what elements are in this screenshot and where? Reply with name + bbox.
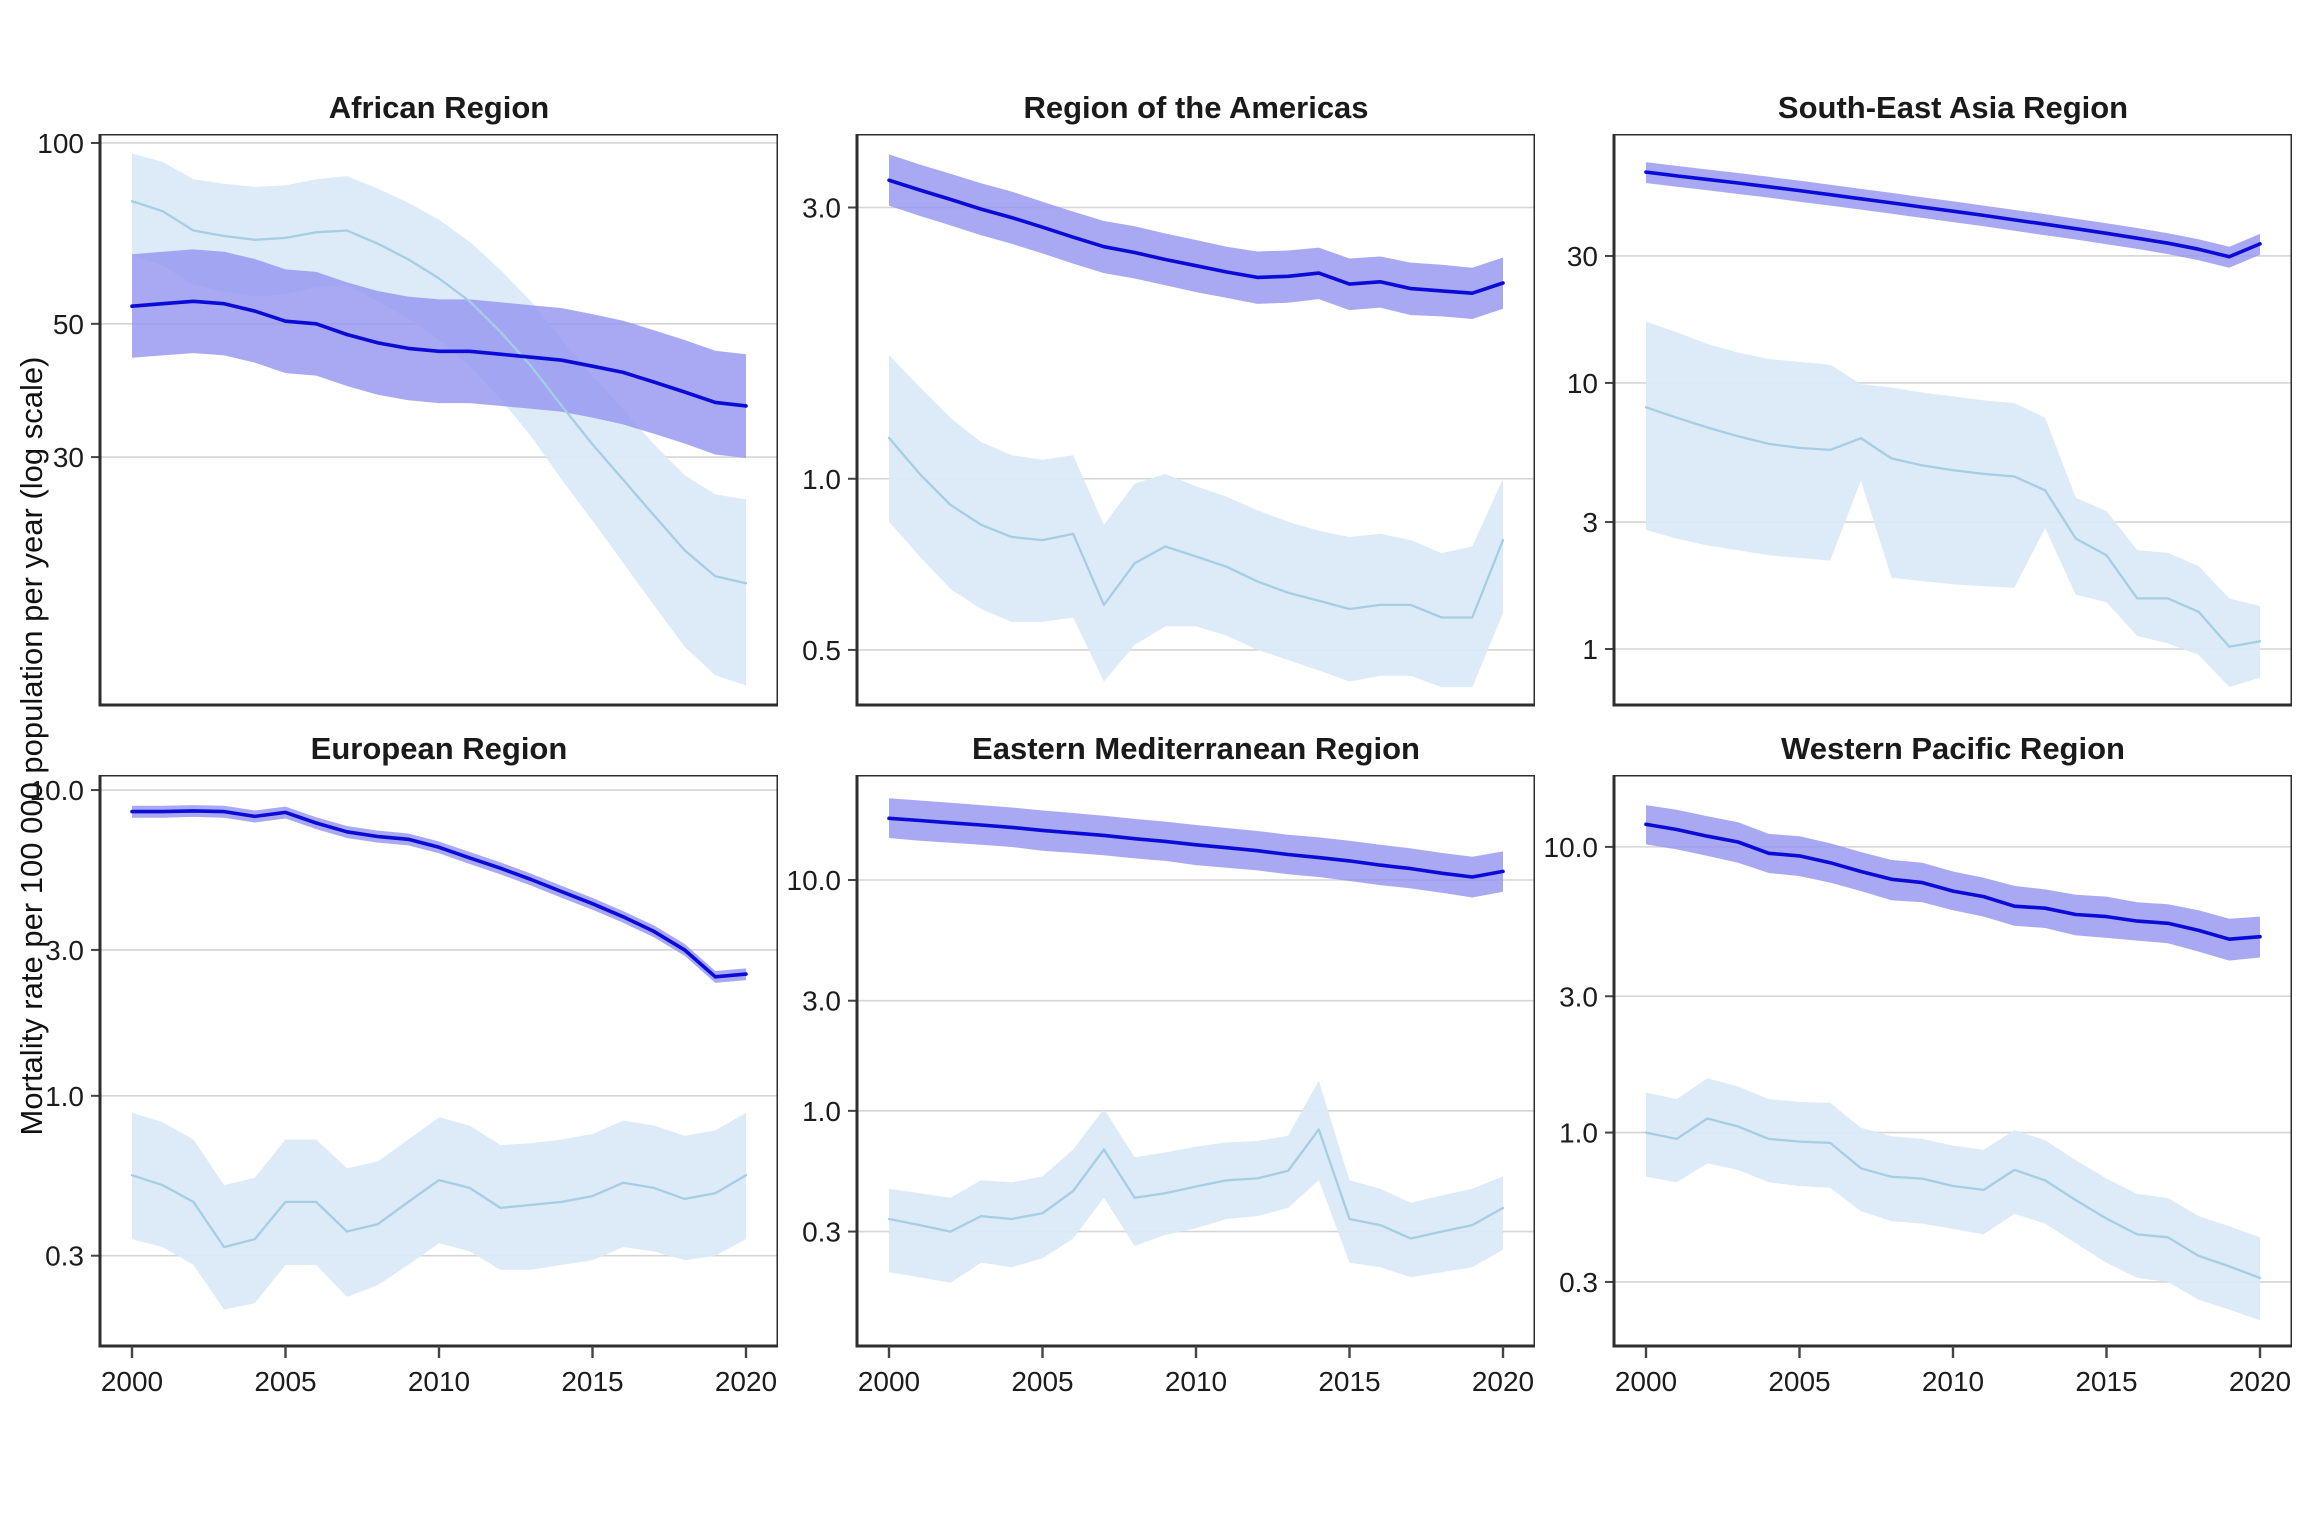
panel-plot-svg: 100 50 30 bbox=[37, 134, 778, 707]
x-tick-label: 2015 bbox=[561, 1366, 623, 1397]
x-tick-label: 2000 bbox=[858, 1366, 920, 1397]
line-series-dark-blue bbox=[130, 299, 748, 408]
x-tick-label: 2015 bbox=[2075, 1366, 2137, 1397]
line-series-dark-blue bbox=[887, 178, 1505, 295]
x-tick-label: 2000 bbox=[101, 1366, 163, 1397]
ribbon-series-dark-blue bbox=[1646, 805, 2260, 961]
x-tick-label: 2020 bbox=[1472, 1366, 1534, 1397]
ribbon-series-light-blue bbox=[1646, 321, 2260, 687]
panel-title-south-east-asia-region: South-East Asia Region bbox=[1777, 90, 2129, 125]
y-tick-label: 3.0 bbox=[1559, 981, 1598, 1012]
ribbon-series-light-blue bbox=[889, 1080, 1503, 1283]
panel-plot-svg: 30 10 3 1 bbox=[1567, 134, 2292, 707]
panel-south-east-asia-region: 30 10 3 1 bbox=[1519, 134, 2292, 780]
ribbon-series-dark-blue bbox=[889, 154, 1503, 319]
x-tick-label: 2000 bbox=[1615, 1366, 1677, 1397]
panel-title-western-pacific-region: Western Pacific Region bbox=[1781, 731, 2125, 766]
panel-western-pacific-region: 10.0 3.0 1.0 0.3 2000 2005 2010 2015 2020 bbox=[1519, 775, 2292, 1421]
line-series-dark-blue bbox=[130, 809, 748, 979]
panel-eastern-mediterranean-region: 10.0 3.0 1.0 0.3 2000 2005 2010 2015 2020 bbox=[762, 775, 1535, 1421]
ribbon-series-light-blue bbox=[1646, 1078, 2260, 1321]
x-tick-label: 2010 bbox=[408, 1366, 470, 1397]
x-tick-label: 2020 bbox=[2229, 1366, 2291, 1397]
y-tick-label: 50 bbox=[53, 309, 84, 340]
line-series-dark-blue bbox=[1644, 822, 2262, 941]
panel-plot-svg: 3.0 1.0 0.5 bbox=[802, 134, 1535, 707]
ribbon-series-dark-blue bbox=[132, 249, 746, 458]
line-series-dark-blue bbox=[1644, 170, 2262, 259]
panel-border bbox=[98, 134, 778, 707]
y-tick-label: 0.3 bbox=[1559, 1267, 1598, 1298]
panel-title-european-region: European Region bbox=[310, 731, 568, 766]
y-tick-label: 30 bbox=[53, 442, 84, 473]
y-tick-label: 3 bbox=[1582, 507, 1598, 538]
ribbon-series-dark-blue bbox=[1646, 162, 2260, 268]
ribbon-series-dark-blue bbox=[132, 805, 746, 983]
panel-european-region: 10.0 3.0 1.0 0.3 2000 2005 2010 2015 2020 bbox=[5, 775, 778, 1421]
y-tick-label: 0.5 bbox=[802, 635, 841, 666]
y-tick-label: 10.0 bbox=[30, 775, 85, 806]
y-tick-label: 3.0 bbox=[802, 986, 841, 1017]
y-tick-label: 1.0 bbox=[45, 1081, 84, 1112]
y-tick-label: 10 bbox=[1567, 368, 1598, 399]
y-tick-label: 30 bbox=[1567, 241, 1598, 272]
panel-african-region: 100 50 30 bbox=[5, 134, 778, 780]
y-tick-label: 1 bbox=[1582, 634, 1598, 665]
line-series-light-blue bbox=[887, 436, 1505, 619]
panel-region-of-the-americas: 3.0 1.0 0.5 bbox=[762, 134, 1535, 780]
panel-border bbox=[855, 134, 1535, 707]
x-tick-label: 2015 bbox=[1318, 1366, 1380, 1397]
panel-title-eastern-mediterranean-region: Eastern Mediterranean Region bbox=[972, 731, 1420, 766]
ribbon-series-light-blue bbox=[132, 1112, 746, 1310]
ribbon-series-light-blue bbox=[889, 355, 1503, 688]
y-tick-label: 0.3 bbox=[802, 1217, 841, 1248]
line-series-light-blue bbox=[887, 1128, 1505, 1240]
line-series-light-blue bbox=[1644, 406, 2262, 648]
y-tick-label: 3.0 bbox=[802, 192, 841, 223]
ribbon-series-dark-blue bbox=[889, 798, 1503, 898]
panel-plot-svg: 10.0 3.0 1.0 0.3 2000 2005 2010 2015 2020 bbox=[1544, 775, 2292, 1397]
panel-plot-svg: 10.0 3.0 1.0 0.3 2000 2005 2010 2015 2020 bbox=[787, 775, 1535, 1397]
panel-title-region-of-the-americas: Region of the Americas bbox=[1023, 90, 1369, 125]
y-tick-label: 1.0 bbox=[802, 464, 841, 495]
x-tick-label: 2010 bbox=[1922, 1366, 1984, 1397]
x-tick-label: 2010 bbox=[1165, 1366, 1227, 1397]
y-tick-label: 1.0 bbox=[1559, 1118, 1598, 1149]
x-tick-label: 2005 bbox=[1011, 1366, 1073, 1397]
x-tick-label: 2005 bbox=[1768, 1366, 1830, 1397]
y-tick-label: 1.0 bbox=[802, 1096, 841, 1127]
y-tick-label: 10.0 bbox=[787, 865, 842, 896]
panel-title-african-region: African Region bbox=[328, 90, 550, 125]
line-series-light-blue bbox=[130, 1174, 748, 1249]
y-tick-label: 3.0 bbox=[45, 935, 84, 966]
y-tick-label: 10.0 bbox=[1544, 832, 1599, 863]
panel-plot-svg: 10.0 3.0 1.0 0.3 2000 2005 2010 2015 2020 bbox=[30, 775, 778, 1397]
y-tick-label: 0.3 bbox=[45, 1241, 84, 1272]
y-tick-label: 100 bbox=[37, 134, 84, 159]
x-tick-label: 2020 bbox=[715, 1366, 777, 1397]
line-series-dark-blue bbox=[887, 816, 1505, 879]
panel-border bbox=[1612, 134, 2292, 707]
x-tick-label: 2005 bbox=[254, 1366, 316, 1397]
line-series-light-blue bbox=[130, 200, 748, 585]
line-series-light-blue bbox=[1644, 1117, 2262, 1280]
